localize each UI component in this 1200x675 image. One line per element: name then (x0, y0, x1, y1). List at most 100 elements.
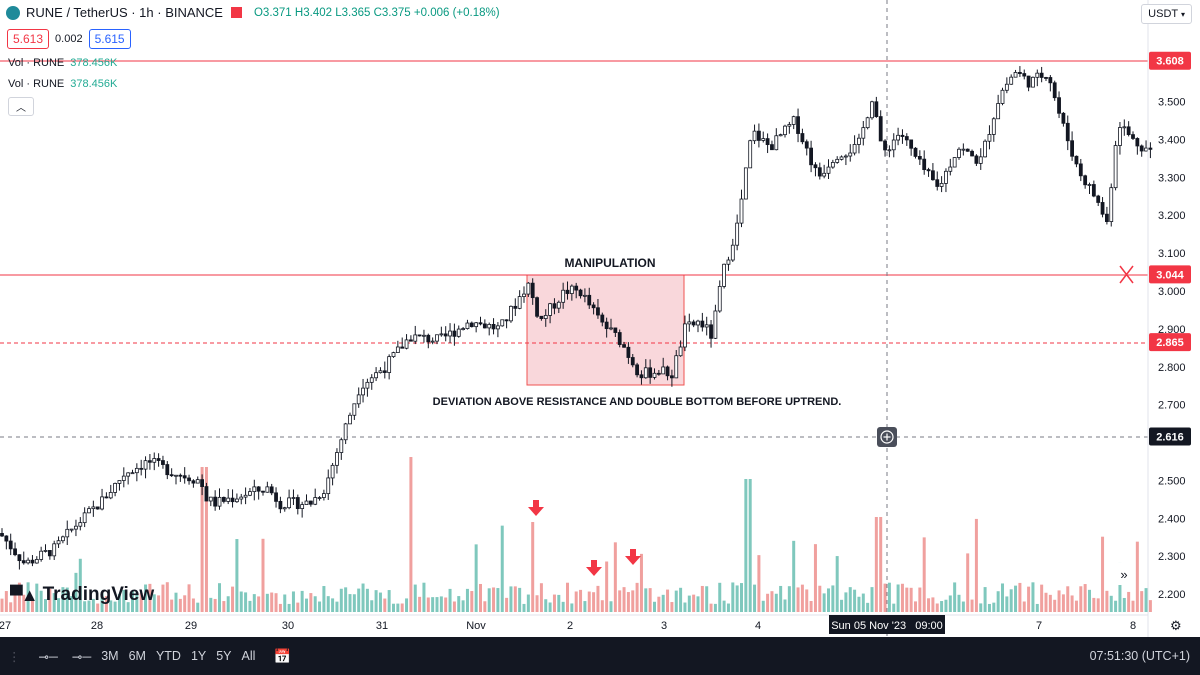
candle-body (504, 319, 509, 322)
volume-bar (579, 589, 583, 612)
candle-body (1031, 76, 1035, 88)
candle-body (117, 480, 122, 484)
tradingview-logo[interactable]: ▀▲ TradingView (10, 584, 154, 606)
candle-body (757, 130, 761, 141)
range-line-icon[interactable]: ⊸─ (38, 649, 58, 664)
candle-body (1139, 145, 1144, 152)
timeframe-6m[interactable]: 6M (128, 649, 146, 663)
price-chart[interactable]: MANIPULATION DEVIATION ABOVE RESISTANCE … (0, 0, 1200, 637)
volume-bar (613, 542, 617, 612)
volume-bar (218, 583, 221, 612)
timeframe-ytd[interactable]: YTD (155, 649, 181, 663)
price-tick-10: 2.400 (1158, 513, 1186, 525)
candle-body (313, 497, 318, 505)
volume-bar (457, 596, 461, 612)
volume-bar (1140, 591, 1144, 612)
volume-bar (705, 586, 709, 612)
volume-bar (1144, 588, 1148, 612)
volume-bar (787, 586, 791, 612)
volume-bar (1092, 597, 1096, 612)
flag-icon[interactable] (230, 7, 242, 18)
calendar-icon[interactable]: 📅 (273, 647, 291, 664)
candle-body (295, 497, 300, 509)
timeframe-all[interactable]: All (241, 649, 256, 663)
candle-body (839, 156, 844, 160)
volume-bar (1101, 536, 1105, 612)
volume-bar (726, 603, 730, 612)
scroll-to-realtime-button[interactable]: » (1113, 563, 1135, 585)
volume-bar (22, 594, 26, 612)
volume-bar (326, 596, 330, 612)
candle-body (1148, 147, 1153, 150)
volume-bar (439, 596, 443, 612)
price-tick-1: 3.400 (1158, 134, 1186, 146)
volume-bar (805, 589, 809, 612)
volume-bar (831, 585, 835, 612)
candle-body (900, 134, 905, 137)
symbol-title[interactable]: RUNE / TetherUS · 1h · BINANCE (26, 5, 223, 20)
time-label-7: 3 (661, 620, 667, 632)
candle-body (656, 372, 661, 375)
volume-bar (992, 602, 996, 612)
candle-body (878, 116, 883, 142)
candle-body (1022, 73, 1027, 77)
open-value: O3.371 (253, 6, 292, 19)
buy-button[interactable]: 5.615 (88, 29, 131, 49)
timeframe-1y[interactable]: 1Y (190, 649, 207, 663)
candle-body (130, 472, 135, 475)
sell-button[interactable]: 5.613 (7, 29, 50, 49)
candle-body (1061, 112, 1066, 124)
plus-circle-icon[interactable] (877, 427, 897, 447)
volume-legend-2[interactable]: Vol · RUNE 378.456K (8, 78, 117, 90)
volume-bar (278, 603, 282, 612)
drag-handle-icon[interactable]: ⋮ (8, 649, 21, 664)
volume-bar (509, 586, 513, 612)
gear-icon[interactable]: ⚙ (1170, 618, 1182, 633)
volume-bar (648, 588, 652, 612)
candle-body (287, 497, 292, 509)
candle-body (352, 403, 357, 416)
volume-bar (318, 601, 322, 612)
currency-selector[interactable]: USDT ▾ (1141, 4, 1192, 24)
candle-body (82, 512, 87, 524)
volume-bar (879, 517, 883, 612)
price-label-bg-3 (1149, 427, 1191, 446)
candle-body (1000, 89, 1005, 104)
candle-body (143, 460, 148, 470)
volume-bar (113, 601, 117, 612)
volume-bar (557, 594, 561, 612)
volume-bar (1131, 600, 1135, 612)
volume-label: Vol · RUNE (8, 57, 65, 69)
manipulation-box[interactable] (526, 274, 685, 386)
range-line-icon-2[interactable]: ⊸─ (71, 649, 92, 664)
candle-body (535, 297, 539, 317)
price-tick-8: 2.700 (1158, 400, 1186, 412)
volume-bar (496, 588, 500, 612)
timeframe-5y[interactable]: 5Y (216, 649, 232, 663)
volume-bar (131, 590, 134, 612)
candle-body (1057, 97, 1061, 114)
clock[interactable]: 07:51:30 (UTC+1) (1089, 649, 1190, 663)
volume-bar (874, 517, 878, 612)
candle-body (443, 333, 448, 337)
chevron-down-icon: ▾ (1180, 10, 1185, 19)
collapse-legend-button[interactable]: ︿ (8, 97, 34, 116)
manipulation-label: MANIPULATION (564, 256, 655, 270)
candle-body (161, 460, 165, 465)
candle-body (543, 315, 548, 319)
volume-bar (305, 598, 308, 612)
candle-body (678, 346, 683, 357)
volume-bar (248, 600, 252, 612)
candle-body (661, 366, 666, 375)
candle-body (61, 536, 65, 542)
candle-body (169, 474, 174, 477)
candle-body (1044, 77, 1048, 79)
candle-body (717, 286, 722, 312)
volume-bar (866, 602, 870, 612)
timeframe-3m[interactable]: 3M (101, 649, 119, 663)
candle-body (8, 540, 13, 550)
symbol-legend[interactable]: RUNE / TetherUS · 1h · BINANCE O3.371 H3… (6, 5, 500, 20)
candle-body (617, 332, 622, 345)
volume-bar (1040, 584, 1044, 612)
volume-legend-1[interactable]: Vol · RUNE 378.456K (8, 57, 117, 69)
